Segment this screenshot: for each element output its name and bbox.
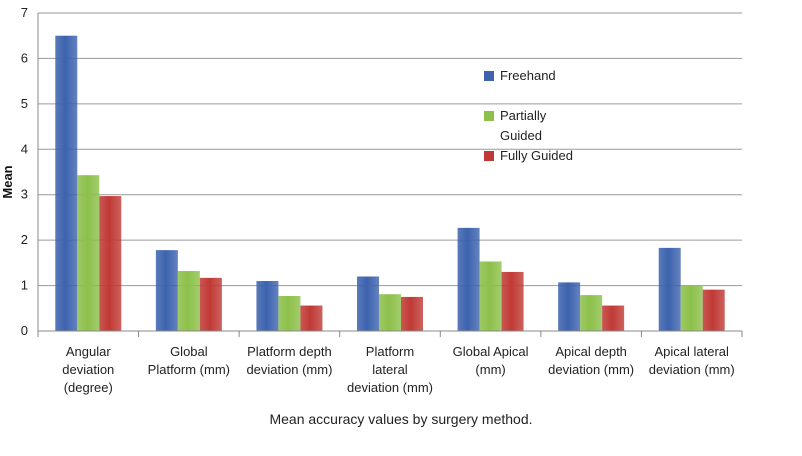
y-tick-label: 1	[21, 278, 28, 293]
bar-fully-guided	[702, 289, 725, 331]
x-category-label: Global Platform (mm)	[148, 344, 230, 377]
y-axis-title: Mean	[0, 165, 15, 198]
legend-swatch	[484, 151, 494, 161]
y-tick-label: 2	[21, 232, 28, 247]
bars	[55, 35, 725, 331]
bar-freehand	[558, 282, 581, 331]
y-tick-label: 3	[21, 187, 28, 202]
x-category-labels: Angular deviation (degree) Global Platform (…	[62, 344, 734, 395]
bar-fully-guided	[602, 305, 625, 331]
bar-chart: 0 1 2 3 4 5 6 7 Angular deviation (degree) Global P…	[0, 5, 743, 395]
x-category-label: Platform lateral deviation (mm)	[347, 344, 433, 395]
legend-label: Partially Guided	[500, 108, 547, 143]
bar-freehand	[658, 247, 681, 331]
legend-label: Fully Guided	[500, 148, 573, 163]
x-category-label: Global Apical (mm)	[453, 344, 529, 377]
bar-freehand	[256, 281, 279, 331]
bar-fully-guided	[99, 196, 122, 331]
legend-swatch	[484, 111, 494, 121]
figure-caption: Mean accuracy values by surgery method.	[269, 411, 533, 427]
bar-partially-guided	[77, 175, 100, 331]
bar-fully-guided	[401, 296, 423, 331]
bar-partially-guided	[479, 261, 502, 331]
bar-fully-guided	[199, 277, 222, 331]
y-tick-label: 7	[21, 5, 28, 20]
bar-partially-guided	[680, 285, 703, 331]
y-tick-label: 5	[21, 96, 28, 111]
bar-freehand	[357, 276, 379, 331]
bar-partially-guided	[177, 271, 200, 331]
y-tick-label: 0	[21, 323, 28, 338]
axes	[37, 13, 743, 337]
y-tick-label: 6	[21, 50, 28, 65]
bar-partially-guided	[278, 296, 301, 331]
legend-label: Freehand	[500, 68, 556, 83]
legend: Freehand Partially Guided Fully Guided	[484, 68, 573, 163]
bar-freehand	[457, 227, 480, 331]
bar-fully-guided	[501, 271, 524, 331]
gridlines	[38, 12, 742, 287]
x-category-label: Apical lateral deviation (mm)	[649, 344, 735, 377]
legend-swatch	[484, 71, 494, 81]
x-category-label: Apical depth deviation (mm)	[548, 344, 634, 377]
x-category-label: Platform depth deviation (mm)	[246, 344, 332, 377]
bar-partially-guided	[580, 295, 603, 331]
x-category-label: Angular deviation (degree)	[62, 344, 114, 395]
bar-partially-guided	[379, 294, 401, 331]
y-tick-labels: 0 1 2 3 4 5 6 7	[21, 5, 28, 338]
bar-fully-guided	[300, 305, 323, 331]
bar-freehand	[55, 35, 78, 331]
bar-freehand	[155, 250, 178, 331]
y-tick-label: 4	[21, 141, 28, 156]
